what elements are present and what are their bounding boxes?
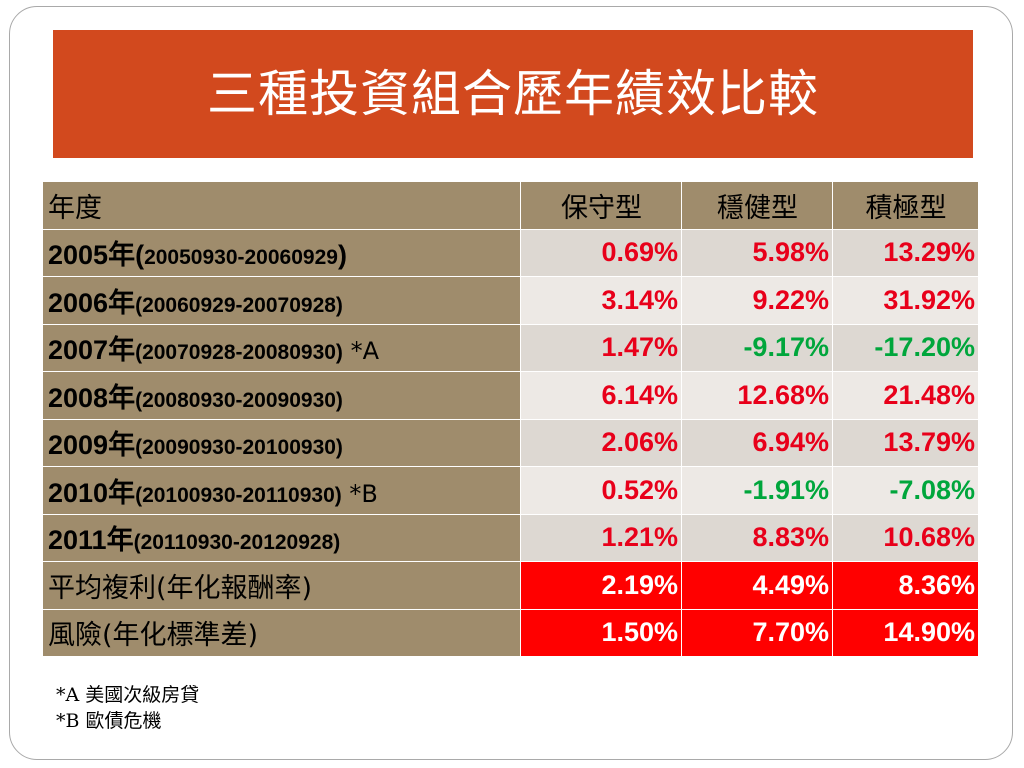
cell-aggressive: 13.79% [832,418,979,467]
footnote-b: *B 歐債危機 [56,710,162,732]
cell-aggressive: -17.20% [832,323,979,372]
year-text: 2007年 [48,335,136,366]
cell-balanced: -9.17% [681,323,833,372]
year-text: 2005年( [48,240,145,271]
row-year-label: 2006年(20060929-20070928) [42,276,521,325]
cell-conservative: 3.14% [520,276,682,325]
cell-aggressive: 31.92% [832,276,979,325]
cell-balanced: 6.94% [681,418,833,467]
date-range: 20050930-20060929 [144,246,338,270]
cell-conservative: 0.52% [520,466,682,515]
summary-row-return: 平均複利(年化報酬率) 2.19% 4.49% 8.36% [42,561,979,610]
title-banner: 三種投資組合歷年績效比較 [53,30,973,158]
cell-conservative: 1.21% [520,513,682,562]
slide-frame [9,6,1013,760]
table-row: 2009年(20090930-20100930) 2.06% 6.94% 13.… [42,418,979,467]
table-row: 2007年(20070928-20080930) *A 1.47% -9.17%… [42,323,979,372]
table-row: 2008年(20080930-20090930) 6.14% 12.68% 21… [42,371,979,420]
row-year-label: 2008年(20080930-20090930) [42,371,521,420]
cell-conservative: 2.19% [520,561,682,610]
cell-aggressive: 13.29% [832,228,979,277]
summary-label: 平均複利(年化報酬率) [42,561,521,610]
cell-aggressive: 21.48% [832,371,979,420]
date-range: (20110930-20120928) [133,531,341,555]
header-balanced: 穩健型 [681,181,833,230]
row-year-label: 2007年(20070928-20080930) *A [42,323,521,372]
row-year-label: 2011年(20110930-20120928) [42,513,521,562]
date-range: (20070928-20080930) [135,341,343,365]
date-range: (20100930-20110930) [135,483,342,507]
cell-balanced: 4.49% [681,561,833,610]
cell-conservative: 6.14% [520,371,682,420]
year-text: 2006年 [48,287,136,318]
cell-balanced: 8.83% [681,513,833,562]
date-range: (20060929-20070928) [135,293,343,317]
cell-conservative: 2.06% [520,418,682,467]
row-year-label: 2010年(20100930-20110930) *B [42,466,521,515]
header-year: 年度 [42,181,521,230]
year-text: 2010年 [48,477,136,508]
date-range: (20090930-20100930) [135,436,343,460]
row-year-label: 2005年(20050930-20060929) [42,228,521,277]
cell-aggressive: 10.68% [832,513,979,562]
cell-aggressive: -7.08% [832,466,979,515]
note-marker: *A [342,337,379,366]
summary-label: 風險(年化標準差) [42,608,521,657]
performance-table: 年度 保守型 穩健型 積極型 2005年(20050930-20060929) … [42,181,979,657]
year-tail: ) [337,240,347,271]
cell-conservative: 0.69% [520,228,682,277]
row-year-label: 2009年(20090930-20100930) [42,418,521,467]
summary-row-risk: 風險(年化標準差) 1.50% 7.70% 14.90% [42,608,979,657]
table-row: 2010年(20100930-20110930) *B 0.52% -1.91%… [42,466,979,515]
table-row: 2005年(20050930-20060929) 0.69% 5.98% 13.… [42,228,979,277]
footnote-a: *A 美國次級房貸 [56,684,200,706]
cell-balanced: 12.68% [681,371,833,420]
year-text: 2008年 [48,382,136,413]
cell-aggressive: 14.90% [832,608,979,657]
date-range: (20080930-20090930) [135,388,343,412]
cell-balanced: 7.70% [681,608,833,657]
cell-balanced: -1.91% [681,466,833,515]
page-title: 三種投資組合歷年績效比較 [207,65,819,123]
year-text: 2009年 [48,430,136,461]
cell-conservative: 1.47% [520,323,682,372]
table-row: 2011年(20110930-20120928) 1.21% 8.83% 10.… [42,513,979,562]
year-text: 2011年 [48,525,134,556]
footnotes: *A 美國次級房貸 *B 歐債危機 [56,682,199,734]
cell-conservative: 1.50% [520,608,682,657]
table-row: 2006年(20060929-20070928) 3.14% 9.22% 31.… [42,276,979,325]
header-aggressive: 積極型 [832,181,979,230]
note-marker: *B [341,479,378,508]
cell-aggressive: 8.36% [832,561,979,610]
cell-balanced: 9.22% [681,276,833,325]
table-header-row: 年度 保守型 穩健型 積極型 [42,181,979,230]
header-conservative: 保守型 [520,181,682,230]
cell-balanced: 5.98% [681,228,833,277]
